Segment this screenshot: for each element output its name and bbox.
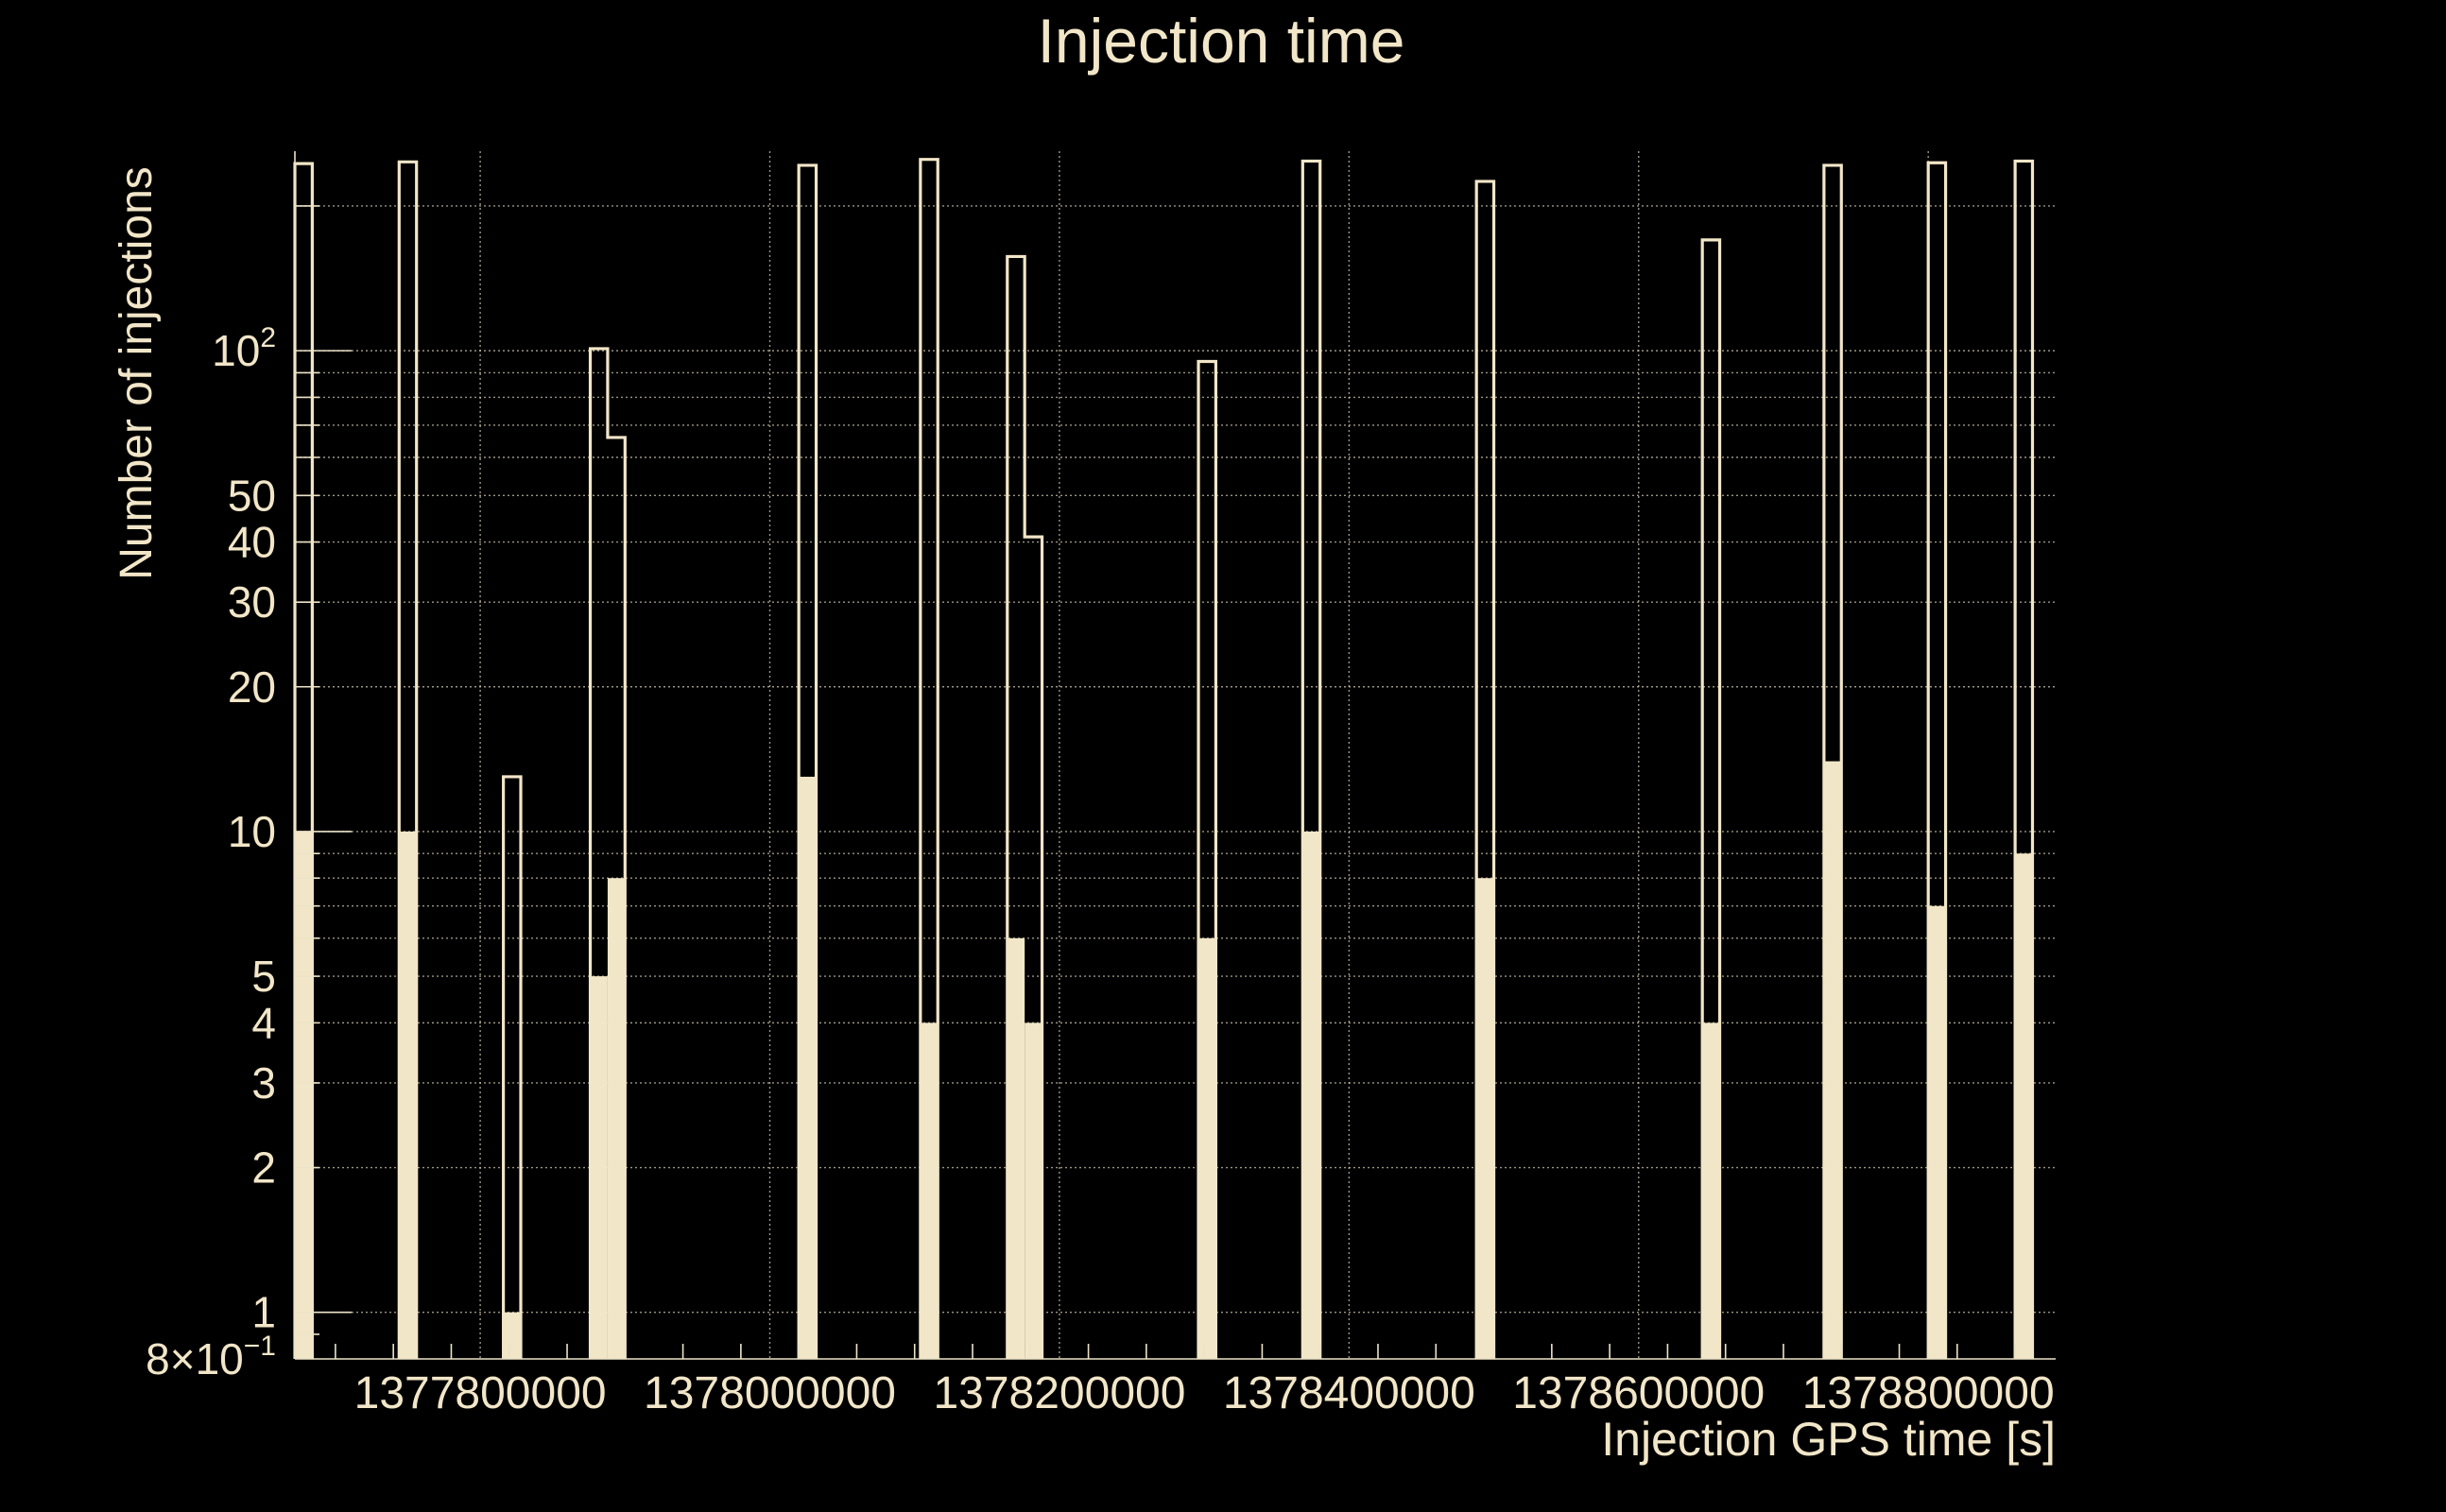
found-bar [1198,937,1216,1359]
x-tick-label: 1378400000 [1223,1368,1475,1418]
found-bar [2015,853,2033,1359]
found-bar [1025,1022,1042,1359]
y-axis-label: Number of injections [112,166,162,580]
total-bar-outline [397,160,419,1359]
total-bar-outline [1822,163,1843,1359]
y-tick-label: 5 [251,952,276,1001]
y-tick-label: 20 [228,662,276,712]
x-tick-label: 1377800000 [354,1368,607,1418]
y-tick-label: 50 [228,471,276,520]
x-tick-label: 1378000000 [644,1368,896,1418]
y-tick-label: 30 [228,577,276,627]
total-bar-outline [1700,238,1722,1359]
y-tick-label: 2 [251,1143,276,1193]
chart-title: Injection time [1038,6,1405,76]
total-bar-outline [1474,180,1496,1359]
found-injections-bars [295,761,2033,1359]
grid-lines [295,151,2056,1359]
found-bar [590,976,608,1359]
x-tick-label: 1378600000 [1512,1368,1765,1418]
found-bar [1302,831,1320,1359]
total-bar-outline [797,163,818,1359]
found-bar [1702,1022,1720,1359]
x-tick-label: 1378200000 [933,1368,1185,1418]
total-bar-outline [2013,159,2035,1359]
found-bar [1476,878,1494,1359]
y-tick-label: 10 [228,807,276,856]
y-tick-label: 4 [251,998,276,1047]
y-tick-label: 8×10−1 [146,1331,276,1383]
found-bar [799,776,817,1359]
total-bar-outline [919,158,939,1359]
found-bar [399,831,417,1359]
found-bar [1007,937,1025,1359]
total-bar-outline [1926,161,1948,1359]
total-bar-outline [588,347,627,1359]
total-bar-outline [1006,254,1044,1359]
y-tick-label: 102 [212,322,276,375]
total-bar-outline [1197,359,1217,1359]
found-bar [1823,761,1842,1359]
found-bar [503,1312,522,1359]
x-tick-labels: 1377800000 1378000000 1378200000 1378400000… [354,1368,2055,1418]
total-bar-outline [1301,159,1322,1359]
y-tick-label: 1 [251,1288,276,1337]
x-axis-label: Injection GPS time [s] [1601,1413,2056,1466]
x-tick-label: 1378800000 [1802,1368,2055,1418]
total-injections-bars [293,158,2035,1359]
found-bar [295,831,313,1359]
found-bar [1928,905,1946,1359]
found-bar [607,878,626,1359]
axes [294,151,2056,1360]
y-tick-label: 3 [251,1058,276,1108]
found-bar [920,1022,939,1359]
total-bar-outline [502,775,523,1359]
y-tick-label: 40 [228,518,276,567]
